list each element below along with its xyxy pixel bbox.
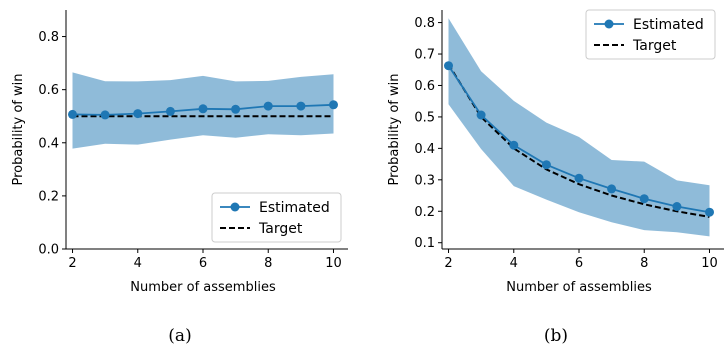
x-tick-label: 6 — [199, 256, 207, 271]
confidence-band — [448, 18, 710, 237]
legend: Estimated Target — [585, 9, 716, 60]
y-tick-label: 0.3 — [414, 173, 435, 188]
estimated-point — [263, 101, 273, 111]
legend-target-label: Target — [258, 221, 303, 237]
legend-estimated-label: Estimated — [259, 200, 330, 216]
x-tick-label: 10 — [325, 256, 342, 271]
estimated-point — [100, 110, 110, 120]
y-tick-label: 0.0 — [38, 243, 59, 258]
y-tick-label: 0.2 — [38, 189, 59, 204]
x-tick-label: 10 — [701, 256, 718, 271]
estimated-point — [165, 106, 175, 116]
estimated-point — [705, 207, 714, 217]
legend-frame — [585, 9, 716, 60]
x-axis-label: Number of assemblies — [130, 280, 276, 295]
y-tick-label: 0.4 — [414, 142, 435, 157]
chart-panel-b: 2 4 6 8 10 0.1 0.2 0.3 0.4 0.5 0.6 0.7 0.8 Number of … — [387, 9, 724, 346]
estimated-point — [133, 109, 143, 119]
y-tick-label: 0.7 — [414, 48, 435, 63]
panel-caption: (b) — [544, 326, 568, 346]
y-tick-label: 0.2 — [414, 205, 435, 220]
x-axis-label: Number of assemblies — [506, 280, 652, 295]
legend-estimated-label: Estimated — [633, 17, 704, 33]
estimated-point — [231, 104, 241, 114]
y-tick-label: 0.8 — [414, 16, 435, 31]
target-line — [447, 63, 710, 218]
y-tick-label: 0.5 — [414, 110, 435, 125]
x-tick-label: 8 — [640, 256, 648, 271]
legend: Estimated Target — [211, 192, 342, 243]
chart-panel-a: 2 4 6 8 10 0.0 0.2 0.4 0.6 0.8 Number of assemblie… — [11, 10, 348, 346]
estimated-point — [639, 194, 649, 204]
panel-caption: (a) — [168, 326, 191, 346]
estimated-point — [476, 110, 486, 120]
estimated-point — [329, 100, 338, 110]
estimated-point — [444, 61, 453, 71]
estimated-point — [68, 109, 77, 119]
x-tick-label: 4 — [134, 256, 142, 271]
y-tick-label: 0.1 — [414, 236, 435, 251]
y-axis-label: Probability of win — [11, 74, 26, 186]
estimated-point — [672, 202, 682, 211]
y-tick-label: 0.6 — [38, 83, 59, 98]
legend-estimated-marker — [604, 19, 614, 29]
y-tick-label: 0.6 — [414, 79, 435, 94]
x-tick-label: 6 — [575, 256, 583, 271]
estimated-point — [296, 101, 306, 111]
x-tick-label: 8 — [264, 256, 272, 271]
y-tick-label: 0.8 — [38, 30, 59, 45]
legend-estimated-marker — [230, 202, 240, 212]
x-tick-label: 4 — [510, 256, 518, 271]
estimated-point — [607, 184, 617, 194]
estimated-point — [509, 140, 519, 150]
y-axis-label: Probability of win — [387, 74, 402, 186]
estimated-point — [198, 104, 208, 114]
legend-target-label: Target — [632, 38, 677, 54]
estimated-point — [541, 160, 551, 170]
x-tick-label: 2 — [68, 256, 76, 271]
x-tick-label: 2 — [444, 256, 452, 271]
estimated-point — [574, 173, 584, 183]
y-tick-label: 0.4 — [38, 136, 59, 151]
legend-frame — [211, 192, 342, 243]
